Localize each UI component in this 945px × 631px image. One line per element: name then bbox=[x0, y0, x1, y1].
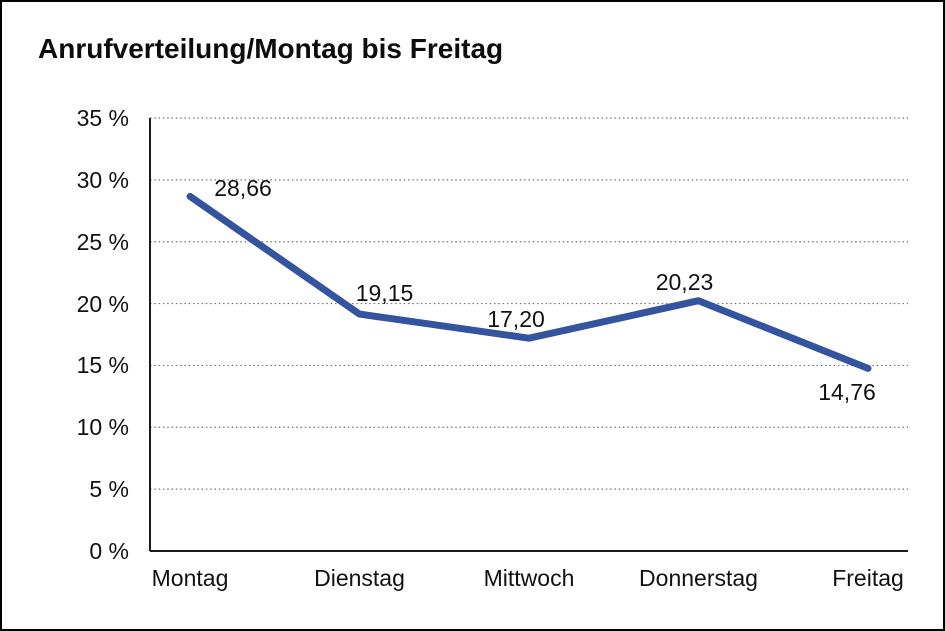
x-axis-label: Montag bbox=[151, 565, 229, 591]
y-axis-tick-label: 5 % bbox=[89, 476, 129, 503]
y-axis-tick-label: 25 % bbox=[76, 228, 129, 255]
x-axis-label: Dienstag bbox=[314, 565, 405, 591]
chart-title: Anrufverteilung/Montag bis Freitag bbox=[38, 33, 504, 64]
x-axis-label: Mittwoch bbox=[483, 565, 575, 591]
y-axis-tick-label: 10 % bbox=[76, 414, 129, 441]
y-axis-tick-label: 30 % bbox=[76, 166, 129, 193]
data-point-label: 19,15 bbox=[355, 280, 414, 307]
data-point-label: 28,66 bbox=[214, 175, 272, 202]
data-point-label: 14,76 bbox=[818, 379, 876, 406]
y-axis-tick-label: 35 % bbox=[76, 105, 129, 131]
y-axis-tick-label: 20 % bbox=[76, 290, 129, 317]
data-point-label: 17,20 bbox=[487, 306, 545, 333]
data-series-line bbox=[186, 192, 872, 372]
x-axis-label: Donnerstag bbox=[639, 565, 758, 591]
y-axis-tick-label: 15 % bbox=[76, 352, 129, 379]
y-axis-tick-label: 0 % bbox=[89, 538, 129, 564]
x-axis-label: Freitag bbox=[832, 565, 904, 591]
data-point-label: 20,23 bbox=[655, 268, 714, 295]
